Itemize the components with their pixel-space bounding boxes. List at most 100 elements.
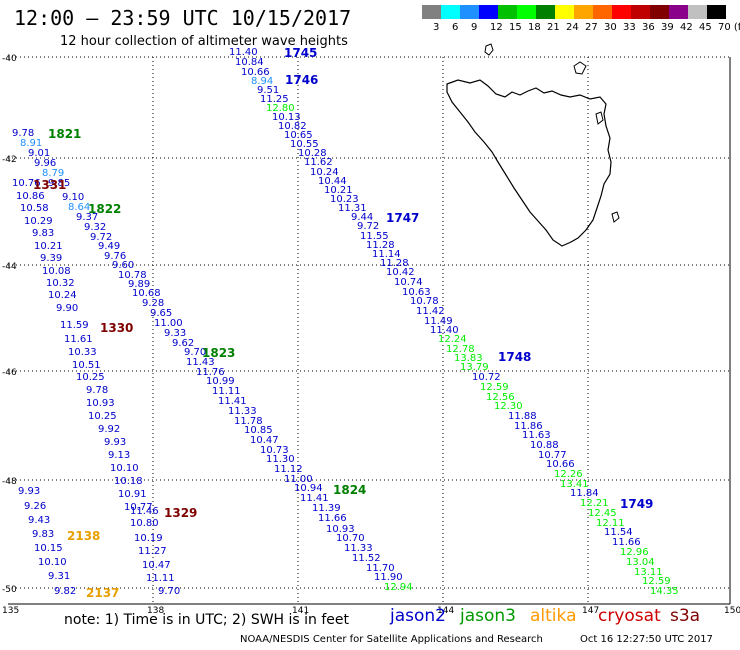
wave-height-value: 11.31 <box>338 203 367 214</box>
wave-height-value: 11.41 <box>300 493 329 504</box>
longitude-label: 135 <box>2 606 19 616</box>
wave-height-value: 10.65 <box>284 130 313 141</box>
satellite-name: s3a <box>670 606 701 626</box>
satellite-name: jason2 <box>390 606 446 626</box>
wave-height-value: 9.65 <box>150 308 172 319</box>
wave-height-value: 9.44 <box>351 212 373 223</box>
wave-height-value: 9.49 <box>98 241 120 252</box>
wave-height-value: 13.11 <box>634 567 663 578</box>
wave-height-value: 10.21 <box>34 241 63 252</box>
legend-label: 21 <box>547 22 560 33</box>
wave-height-value: 10.77 <box>124 502 153 513</box>
pass-label: 2137 <box>86 586 119 600</box>
longitude-label: 150 <box>724 606 740 616</box>
latitude-label: -40 <box>2 54 17 64</box>
wave-height-value: 10.93 <box>86 398 115 409</box>
wave-height-value: 12.59 <box>480 382 509 393</box>
wave-height-value: 9.83 <box>32 529 54 540</box>
wave-height-value: 10.86 <box>16 191 45 202</box>
legend-swatch <box>707 5 726 19</box>
wave-height-value: 9.43 <box>28 515 50 526</box>
longitude-label: 144 <box>437 606 454 616</box>
wave-height-value: 10.10 <box>110 463 139 474</box>
wave-height-value: 13.04 <box>626 557 655 568</box>
wave-height-value: 9.85 <box>48 178 70 189</box>
wave-height-value: 12.45 <box>588 508 617 519</box>
wave-height-value: 10.08 <box>42 266 71 277</box>
wave-height-value: 11.11 <box>146 573 175 584</box>
wave-height-value: 8.94 <box>251 76 273 87</box>
wave-height-value: 11.70 <box>366 563 395 574</box>
wave-height-value: 11.42 <box>416 306 445 317</box>
wave-height-value: 12.24 <box>438 334 467 345</box>
pass-label: 1745 <box>284 46 317 60</box>
wave-height-value: 13.79 <box>460 362 489 373</box>
wave-height-value: 12.96 <box>620 547 649 558</box>
legend-label: 42 <box>680 22 693 33</box>
longitude-label: 141 <box>292 606 309 616</box>
wave-height-value: 11.66 <box>612 537 641 548</box>
wave-height-value: 10.47 <box>250 435 279 446</box>
island-outline <box>484 43 494 56</box>
wave-height-value: 11.40 <box>430 325 459 336</box>
pass-label: 1748 <box>498 350 531 364</box>
wave-height-value: 10.77 <box>538 450 567 461</box>
wave-height-value: 9.01 <box>28 148 50 159</box>
map-subtitle: 12 hour collection of altimeter wave hei… <box>60 34 348 49</box>
wave-height-value: 9.51 <box>257 85 279 96</box>
wave-height-value: 13.83 <box>454 353 483 364</box>
legend-swatch <box>422 5 441 19</box>
legend-swatch <box>536 5 555 19</box>
satellite-name: cryosat <box>598 606 661 626</box>
pass-label: 1749 <box>620 497 653 511</box>
wave-height-value: 12.78 <box>446 344 475 355</box>
wave-height-value: 11.00 <box>154 318 183 329</box>
wave-height-value: 10.85 <box>244 425 273 436</box>
wave-height-value: 10.24 <box>48 290 77 301</box>
wave-height-value: 11.52 <box>352 553 381 564</box>
wave-height-value: 8.91 <box>20 138 42 149</box>
legend-swatch <box>688 5 707 19</box>
wave-height-value: 11.39 <box>312 503 341 514</box>
latitude-label: -50 <box>2 585 17 595</box>
wave-height-value: 9.70 <box>158 586 180 597</box>
wave-height-value: 12.11 <box>596 518 625 529</box>
wave-height-value: 11.40 <box>229 47 258 58</box>
wave-height-value: 9.83 <box>32 228 54 239</box>
latitude-label: -48 <box>2 477 17 487</box>
wave-height-value: 10.82 <box>278 121 307 132</box>
wave-height-value: 12.56 <box>486 392 515 403</box>
wave-height-value: 10.91 <box>118 489 147 500</box>
wave-height-value: 10.78 <box>410 296 439 307</box>
wave-height-value: 10.23 <box>330 194 359 205</box>
satellite-name: altika <box>530 606 577 626</box>
wave-height-value: 11.76 <box>196 367 225 378</box>
wave-height-value: 8.64 <box>68 202 90 213</box>
latitude-label: -42 <box>2 155 17 165</box>
legend-swatch <box>650 5 669 19</box>
wave-height-value: 10.51 <box>72 360 101 371</box>
legend-label: 12 <box>490 22 503 33</box>
legend-swatch <box>631 5 650 19</box>
legend-label: 15 <box>509 22 522 33</box>
wave-height-value: 11.90 <box>374 572 403 583</box>
wave-height-value: 9.10 <box>62 192 84 203</box>
pass-label: 1329 <box>164 506 197 520</box>
wave-height-value: 11.49 <box>424 316 453 327</box>
wave-height-value: 11.14 <box>372 249 401 260</box>
wave-height-value: 12.21 <box>580 498 609 509</box>
wave-height-value: 9.93 <box>104 437 126 448</box>
legend-label: 27 <box>585 22 598 33</box>
wave-height-value: 10.10 <box>38 557 67 568</box>
pass-label: 1821 <box>48 127 81 141</box>
legend-swatch <box>498 5 517 19</box>
wave-height-value: 9.96 <box>34 158 56 169</box>
map-title: 12:00 – 23:59 UTC 10/15/2017 <box>14 6 352 30</box>
wave-height-value: 10.74 <box>394 277 423 288</box>
wave-height-value: 9.93 <box>18 486 40 497</box>
legend-swatch <box>555 5 574 19</box>
longitude-label: 138 <box>147 606 164 616</box>
wave-height-value: 9.32 <box>84 222 106 233</box>
legend-label: 3 <box>433 22 440 33</box>
wave-height-value: 10.13 <box>272 112 301 123</box>
